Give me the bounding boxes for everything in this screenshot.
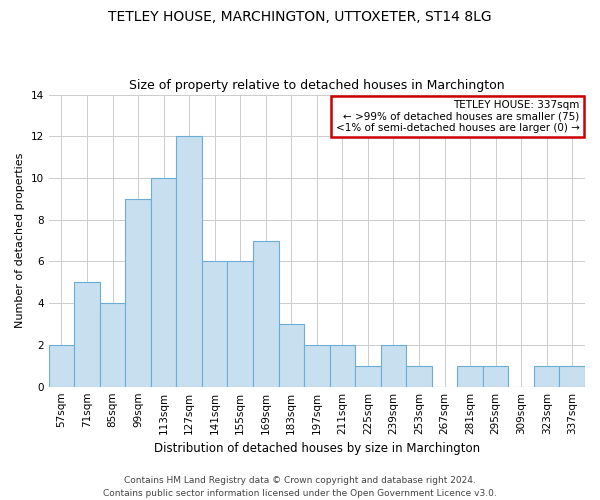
Bar xyxy=(202,262,227,386)
Bar xyxy=(151,178,176,386)
Bar xyxy=(125,199,151,386)
Bar xyxy=(74,282,100,387)
Bar xyxy=(100,303,125,386)
Text: Contains HM Land Registry data © Crown copyright and database right 2024.
Contai: Contains HM Land Registry data © Crown c… xyxy=(103,476,497,498)
Bar xyxy=(253,240,278,386)
Bar xyxy=(483,366,508,386)
X-axis label: Distribution of detached houses by size in Marchington: Distribution of detached houses by size … xyxy=(154,442,480,455)
Bar xyxy=(559,366,585,386)
Title: Size of property relative to detached houses in Marchington: Size of property relative to detached ho… xyxy=(129,79,505,92)
Bar xyxy=(329,345,355,387)
Bar xyxy=(457,366,483,386)
Y-axis label: Number of detached properties: Number of detached properties xyxy=(15,153,25,328)
Bar xyxy=(176,136,202,386)
Text: TETLEY HOUSE: 337sqm
← >99% of detached houses are smaller (75)
<1% of semi-deta: TETLEY HOUSE: 337sqm ← >99% of detached … xyxy=(335,100,580,134)
Bar xyxy=(278,324,304,386)
Bar xyxy=(227,262,253,386)
Bar xyxy=(380,345,406,387)
Bar xyxy=(406,366,432,386)
Bar xyxy=(534,366,559,386)
Text: TETLEY HOUSE, MARCHINGTON, UTTOXETER, ST14 8LG: TETLEY HOUSE, MARCHINGTON, UTTOXETER, ST… xyxy=(108,10,492,24)
Bar xyxy=(49,345,74,387)
Bar xyxy=(304,345,329,387)
Bar xyxy=(355,366,380,386)
